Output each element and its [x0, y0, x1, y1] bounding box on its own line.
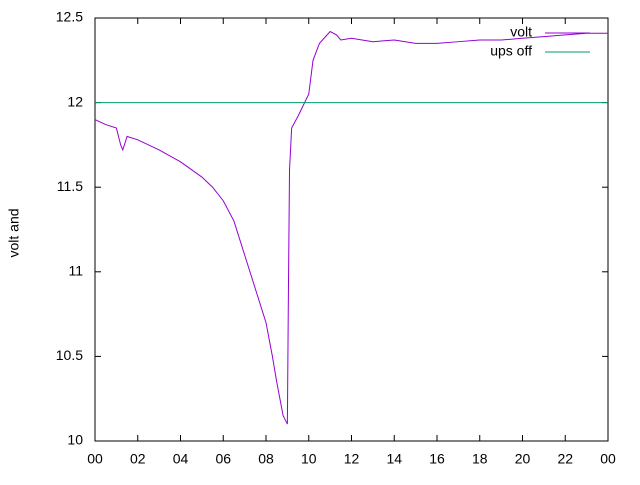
- y-tick-label: 10: [67, 432, 83, 448]
- x-tick-label: 00: [600, 451, 616, 467]
- x-tick-label: 10: [301, 451, 317, 467]
- y-axis-label: volt and: [6, 208, 22, 257]
- x-tick-label: 12: [344, 451, 360, 467]
- y-tick-label: 11.5: [57, 178, 83, 194]
- x-tick-label: 08: [258, 451, 274, 467]
- legend-label: ups off: [490, 43, 532, 59]
- x-tick-label: 18: [472, 451, 488, 467]
- legend-label: volt: [510, 24, 532, 40]
- plot-border: [94, 17, 609, 442]
- x-tick-label: 04: [173, 451, 189, 467]
- y-tick-label: 12.5: [56, 9, 83, 25]
- series-line: [94, 30, 608, 425]
- x-tick-label: 22: [557, 451, 573, 467]
- x-tick-label: 06: [215, 451, 231, 467]
- x-tick-label: 16: [429, 451, 445, 467]
- x-tick-label: 02: [130, 451, 146, 467]
- x-tick-label: 20: [515, 451, 531, 467]
- y-tick-label: 11: [68, 263, 83, 279]
- y-tick-label: 10.5: [56, 347, 83, 363]
- y-tick-label: 12: [67, 93, 83, 109]
- x-tick-label: 14: [386, 451, 402, 467]
- x-tick-label: 00: [87, 451, 103, 467]
